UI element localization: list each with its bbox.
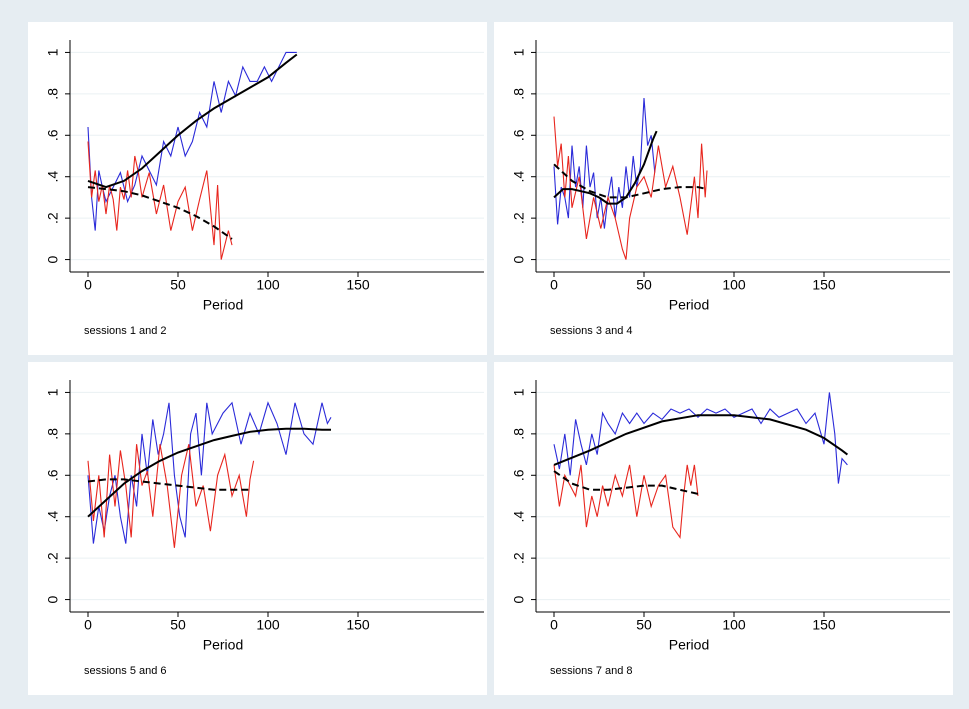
series-line — [553, 464, 699, 539]
series-line — [553, 392, 848, 484]
y-tick-label: 1 — [45, 388, 61, 396]
y-tick-label: .6 — [511, 469, 527, 481]
x-tick-label: 0 — [550, 277, 558, 293]
series-line — [87, 401, 332, 544]
series-line — [553, 414, 849, 466]
x-tick-label: 100 — [722, 617, 746, 633]
y-tick-label: .2 — [511, 552, 527, 564]
series-line — [87, 478, 250, 491]
y-tick-label: .8 — [511, 428, 527, 440]
x-tick-label: 150 — [346, 277, 370, 293]
note: sessions 5 and 6 — [84, 665, 167, 677]
y-tick-label: 0 — [511, 255, 527, 263]
x-tick-label: 100 — [722, 277, 746, 293]
x-tick-label: 0 — [84, 277, 92, 293]
x-tick-label: 150 — [346, 617, 370, 633]
y-tick-label: 1 — [45, 48, 61, 56]
y-tick-label: .6 — [511, 129, 527, 141]
y-tick-label: .8 — [511, 88, 527, 100]
series-line — [87, 53, 298, 189]
series-line — [553, 470, 699, 495]
y-tick-label: 1 — [511, 388, 527, 396]
y-tick-label: .6 — [45, 469, 61, 481]
x-tick-label: 50 — [636, 277, 652, 293]
x-tick-label: 100 — [256, 617, 280, 633]
y-tick-label: .8 — [45, 428, 61, 440]
x-tick-label: 100 — [256, 277, 280, 293]
y-tick-label: .4 — [511, 511, 527, 523]
x-tick-label: 50 — [170, 617, 186, 633]
series-line — [553, 116, 708, 260]
panel — [494, 362, 953, 695]
series-line — [553, 97, 656, 229]
y-tick-label: 0 — [45, 595, 61, 603]
series-line — [87, 427, 331, 518]
x-tick-label: 50 — [170, 277, 186, 293]
series-line — [553, 163, 708, 199]
y-tick-label: .4 — [45, 171, 61, 183]
x-tick-label: 0 — [550, 617, 558, 633]
x-axis-label: Period — [203, 637, 243, 653]
series-line — [87, 141, 233, 260]
panel — [28, 362, 487, 695]
note: sessions 7 and 8 — [550, 665, 633, 677]
y-tick-label: .6 — [45, 129, 61, 141]
y-tick-label: 0 — [511, 595, 527, 603]
series-line — [87, 186, 233, 240]
y-tick-label: 1 — [511, 48, 527, 56]
y-tick-label: .2 — [45, 212, 61, 224]
note: sessions 1 and 2 — [84, 325, 167, 337]
x-tick-label: 150 — [812, 617, 836, 633]
series-line — [87, 444, 255, 548]
y-tick-label: .4 — [511, 171, 527, 183]
x-tick-label: 150 — [812, 277, 836, 293]
y-tick-label: .4 — [45, 511, 61, 523]
series-line — [553, 130, 658, 205]
y-tick-label: 0 — [45, 255, 61, 263]
note: sessions 3 and 4 — [550, 325, 633, 337]
y-tick-label: .8 — [45, 88, 61, 100]
x-tick-label: 0 — [84, 617, 92, 633]
x-axis-label: Period — [669, 637, 709, 653]
y-tick-label: .2 — [511, 212, 527, 224]
x-axis-label: Period — [203, 297, 243, 313]
x-axis-label: Period — [669, 297, 709, 313]
y-tick-label: .2 — [45, 552, 61, 564]
x-tick-label: 50 — [636, 617, 652, 633]
